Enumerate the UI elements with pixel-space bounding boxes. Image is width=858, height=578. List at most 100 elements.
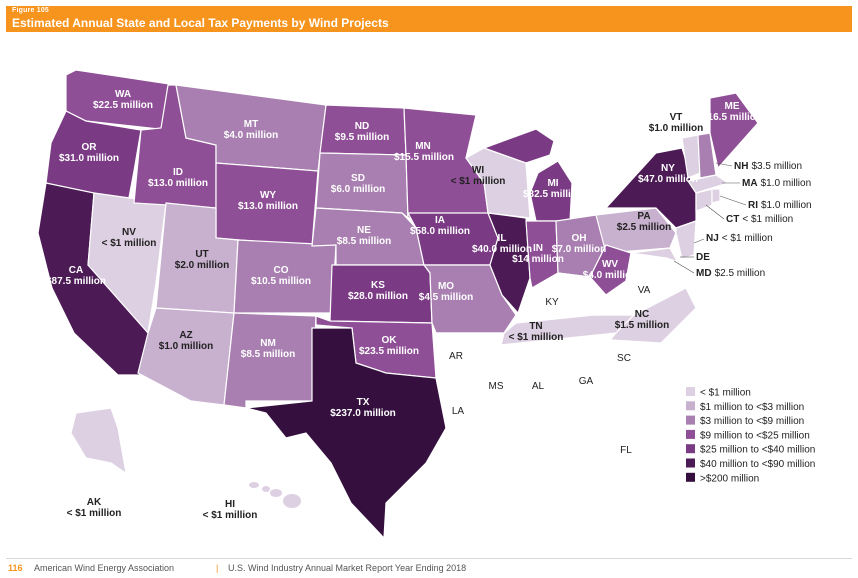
label-or-value: $31.0 million <box>59 153 119 164</box>
label-vt-abbr: VT <box>670 112 683 123</box>
svg-text:NH$3.5 million: NH $3.5 million <box>734 161 802 172</box>
label-mi-abbr: MI <box>547 178 558 189</box>
label-ok-value: $23.5 million <box>359 346 419 357</box>
label-nd-abbr: ND <box>355 121 369 132</box>
svg-text:MD$2.5 million: MD $2.5 million <box>696 268 765 279</box>
svg-text:NJ< $1 million: NJ < $1 million <box>706 233 773 244</box>
state-hi[interactable] <box>249 482 301 508</box>
legend-label: $3 million to <$9 million <box>700 416 804 427</box>
svg-text:CT< $1 million: CT < $1 million <box>726 214 793 225</box>
label-nh-abbr: NH <box>734 161 748 172</box>
label-mt-abbr: MT <box>244 119 258 130</box>
label-mo-abbr: MO <box>438 281 454 292</box>
label-wa-abbr: WA <box>115 89 131 100</box>
label-nd-value: $9.5 million <box>335 132 389 143</box>
label-ne-value: $8.5 million <box>337 236 391 247</box>
label-me-abbr: ME <box>725 101 740 112</box>
state-sc[interactable] <box>594 338 662 389</box>
label-wi-abbr: WI <box>472 165 484 176</box>
label-pa-value: $2.5 million <box>617 222 671 233</box>
label-il-value: $40.0 million <box>472 244 532 255</box>
label-mn-abbr: MN <box>415 141 431 152</box>
label-nj-value: < $1 million <box>722 233 773 244</box>
label-mo-value: $4.5 million <box>419 292 473 303</box>
label-ne-abbr: NE <box>357 225 371 236</box>
label-nv-abbr: NV <box>122 227 136 238</box>
label-ny-abbr: NY <box>661 163 675 174</box>
label-ok-abbr: OK <box>382 335 398 346</box>
footer-org: American Wind Energy Association <box>34 563 175 573</box>
state-ct[interactable] <box>695 188 713 212</box>
legend: < $1 million $1 million to <$3 million $3 … <box>686 387 815 484</box>
state-al[interactable] <box>525 340 572 440</box>
state-fl[interactable] <box>535 427 657 514</box>
label-ma-value: $1.0 million <box>761 178 812 189</box>
us-map-svg: WA $22.5 million OR $31.0 million CA $87… <box>37 69 815 540</box>
legend-label: < $1 million <box>700 388 751 399</box>
label-md-value: $2.5 million <box>715 268 766 279</box>
label-ma-abbr: MA <box>742 178 758 189</box>
legend-swatch <box>686 472 695 482</box>
state-or[interactable] <box>45 110 142 204</box>
label-or-abbr: OR <box>82 142 98 153</box>
label-nm-abbr: NM <box>260 338 276 349</box>
label-hi-value: < $1 million <box>203 510 258 521</box>
label-tn-value: < $1 million <box>509 332 564 343</box>
page-footer: 116 American Wind Energy Association | U… <box>6 558 852 577</box>
label-az-value: $1.0 million <box>159 341 213 352</box>
label-ar: AR <box>449 351 463 362</box>
state-az[interactable] <box>137 307 235 406</box>
label-wy-value: $13.0 million <box>238 201 298 212</box>
legend-swatch <box>686 387 695 396</box>
state-labels: WA $22.5 million OR $31.0 million CA $87… <box>46 89 762 456</box>
label-ct-value: < $1 million <box>742 214 793 225</box>
legend-swatch <box>686 429 695 439</box>
label-ut-value: $2.0 million <box>175 260 229 271</box>
label-in-abbr: IN <box>533 243 543 254</box>
figure-title: Estimated Annual State and Local Tax Pay… <box>12 16 389 30</box>
label-ct-abbr: CT <box>726 214 739 225</box>
state-mi-upper[interactable] <box>482 128 555 164</box>
svg-text:MA$1.0 million: MA $1.0 million <box>742 178 811 189</box>
state-me[interactable] <box>709 92 759 170</box>
label-ia-abbr: IA <box>435 215 445 226</box>
label-ri-abbr: RI <box>748 200 758 211</box>
label-al: AL <box>532 381 545 392</box>
svg-text:DE: DE <box>696 252 710 263</box>
label-tn-abbr-2: TN <box>529 321 542 332</box>
label-in-value: $14 million <box>512 254 564 265</box>
label-vt-value: $1.0 million <box>649 123 703 134</box>
label-co-abbr: CO <box>274 265 289 276</box>
label-nv-value: < $1 million <box>102 238 157 249</box>
legend-label: $40 million to <$90 million <box>700 459 815 470</box>
label-sc: SC <box>617 353 631 364</box>
label-fl: FL <box>620 445 632 456</box>
label-ak-abbr: AK <box>87 497 102 508</box>
label-wa-value: $22.5 million <box>93 100 153 111</box>
label-la: LA <box>452 406 465 417</box>
label-ga: GA <box>579 376 594 387</box>
label-mn-value: $15.5 million <box>394 152 454 163</box>
label-il-abbr: IL <box>498 233 507 244</box>
label-mi-value: $32.5 million <box>523 189 583 200</box>
legend-swatch <box>686 401 695 411</box>
label-md-abbr: MD <box>696 268 712 279</box>
label-me-value: $16.5 million <box>702 112 762 123</box>
state-nm[interactable] <box>223 312 317 409</box>
state-ms[interactable] <box>495 342 527 439</box>
state-tx[interactable] <box>245 327 447 540</box>
state-md[interactable] <box>630 247 683 265</box>
callouts: NH $3.5 million MA $1.0 million RI $1.0 mil… <box>67 161 812 521</box>
label-tx-value: $237.0 million <box>330 408 396 419</box>
legend-label: $1 million to <$3 million <box>700 402 804 413</box>
label-nc-value: $1.5 million <box>615 320 669 331</box>
state-ga[interactable] <box>555 338 632 429</box>
legend-swatch <box>686 415 695 425</box>
label-ut-abbr: UT <box>195 249 208 260</box>
label-nh-value: $3.5 million <box>751 161 802 172</box>
legend-swatch <box>686 444 695 454</box>
label-id-abbr: ID <box>173 167 183 178</box>
figure-header: Figure 105 Estimated Annual State and Lo… <box>6 6 852 32</box>
state-ak[interactable] <box>70 407 155 494</box>
state-ri[interactable] <box>711 188 721 204</box>
